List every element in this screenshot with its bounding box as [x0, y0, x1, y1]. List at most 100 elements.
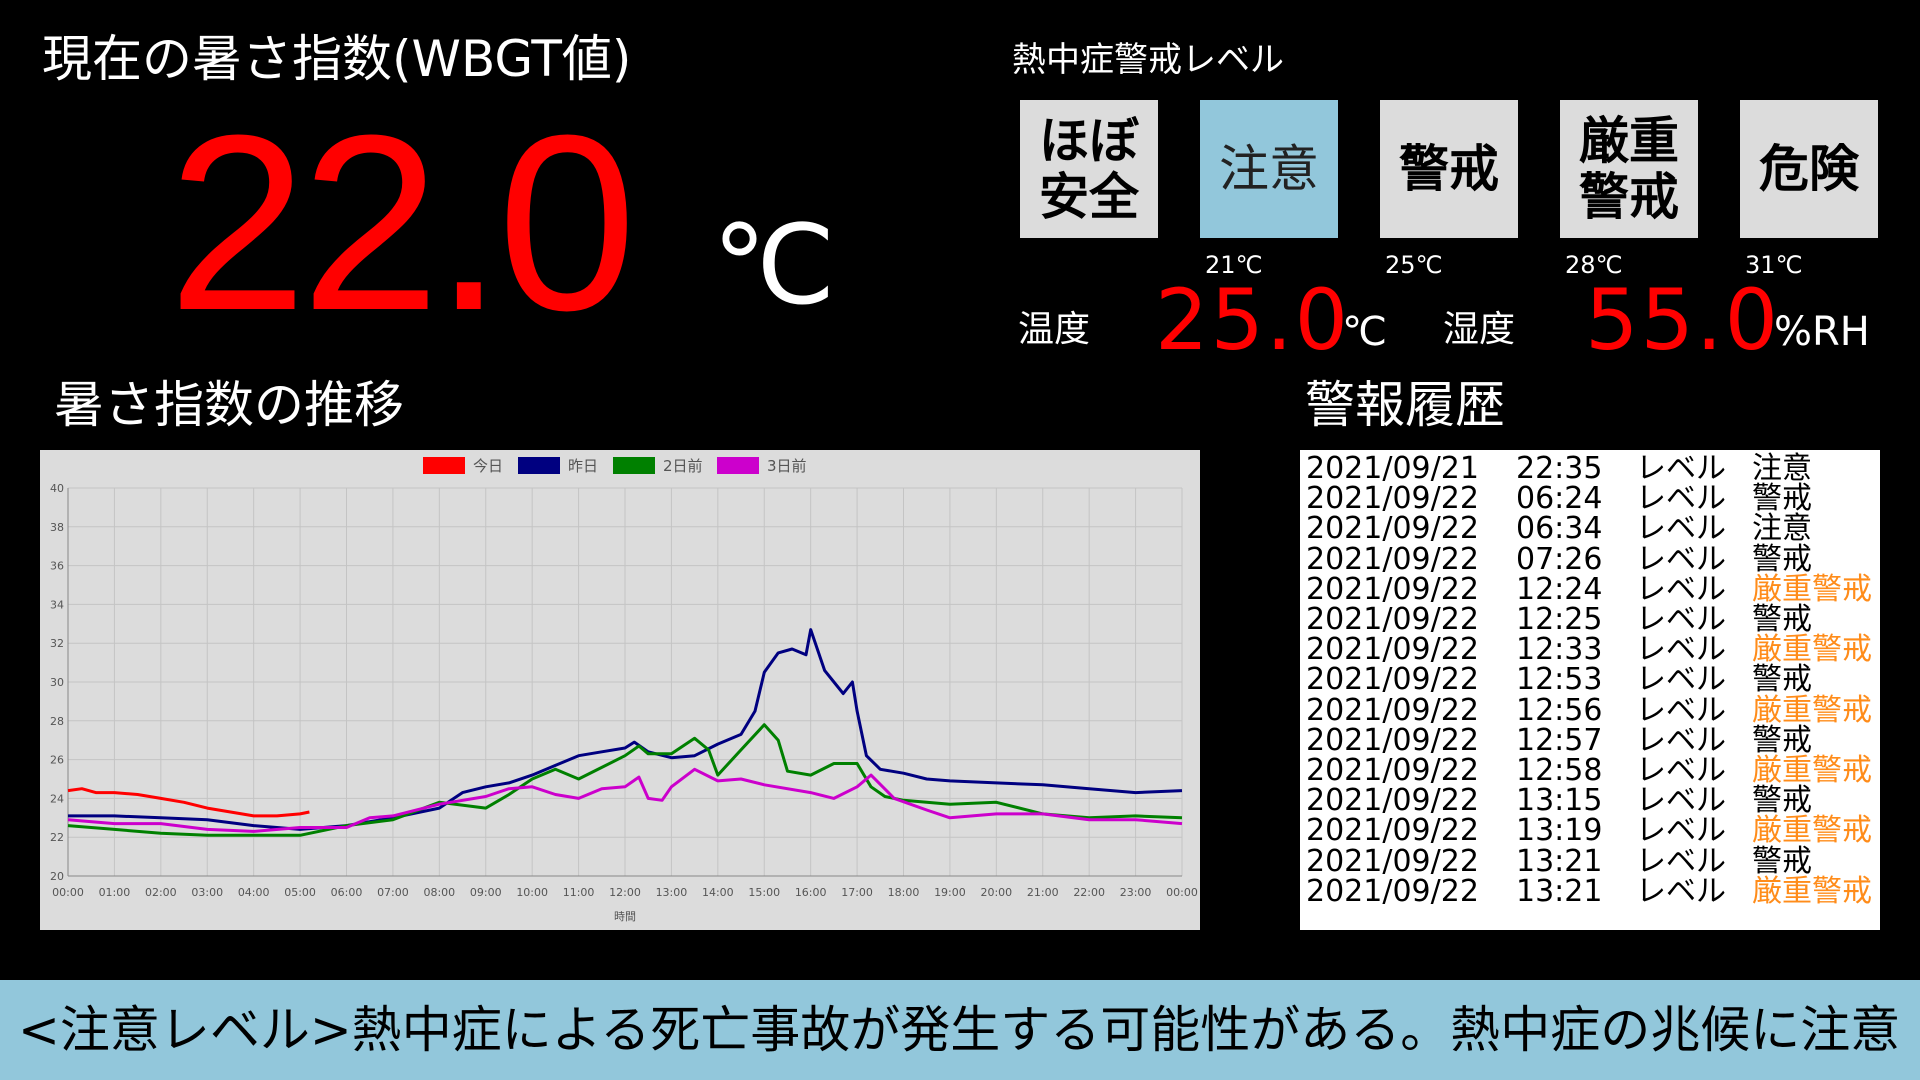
history-date: 2021/09/22 — [1306, 602, 1479, 637]
y-tick-label: 32 — [50, 637, 64, 650]
history-level-value: 警戒 — [1752, 541, 1812, 577]
history-level-label: レベル — [1636, 571, 1726, 607]
banner-text: <注意レベル>熱中症による死亡事故が発生する可能性がある。熱中症の兆候に注意 — [18, 1001, 1901, 1059]
x-tick-label: 22:00 — [1073, 886, 1105, 899]
x-tick-label: 16:00 — [795, 886, 827, 899]
y-tick-label: 26 — [50, 754, 64, 767]
legend-label: 昨日 — [568, 457, 598, 475]
x-tick-label: 05:00 — [284, 886, 316, 899]
history-level-label: レベル — [1636, 632, 1726, 668]
history-date: 2021/09/22 — [1306, 692, 1479, 728]
legend-label: 3日前 — [767, 457, 807, 475]
legend-swatch — [613, 457, 655, 474]
threshold-label: 21℃ — [1205, 251, 1263, 279]
y-tick-label: 40 — [50, 482, 64, 495]
x-tick-label: 04:00 — [238, 886, 270, 899]
history-date: 2021/09/22 — [1306, 783, 1479, 819]
history-time: 13:21 — [1516, 873, 1603, 909]
history-level-value: 警戒 — [1752, 783, 1812, 819]
alert-history-list: 2021/09/21 22:35 レベル 注意 2021/09/22 06:24 レベル 警戒… — [1300, 450, 1880, 930]
history-date: 2021/09/22 — [1306, 722, 1479, 758]
threshold-label: 31℃ — [1745, 251, 1803, 279]
wbgt-unit: ℃ — [712, 201, 836, 329]
history-date: 2021/09/22 — [1306, 813, 1479, 849]
history-level-value: 厳重警戒 — [1752, 813, 1872, 849]
history-time: 06:34 — [1516, 511, 1603, 547]
history-date: 2021/09/22 — [1306, 571, 1479, 607]
level-box-warning: 警戒 — [1380, 100, 1518, 238]
history-level-value: 警戒 — [1752, 722, 1812, 758]
x-tick-label: 03:00 — [191, 886, 223, 899]
y-tick-label: 34 — [50, 598, 64, 611]
x-tick-label: 10:00 — [516, 886, 548, 899]
y-tick-label: 28 — [50, 715, 64, 728]
x-tick-label: 07:00 — [377, 886, 409, 899]
x-tick-label: 02:00 — [145, 886, 177, 899]
threshold-label: 28℃ — [1565, 251, 1623, 279]
history-date: 2021/09/22 — [1306, 541, 1479, 577]
y-tick-label: 38 — [50, 521, 64, 534]
history-time: 22:35 — [1516, 451, 1603, 486]
history-time: 12:58 — [1516, 753, 1603, 788]
history-level-label: レベル — [1636, 722, 1726, 758]
history-level-value: 警戒 — [1752, 481, 1812, 517]
history-level-value: 厳重警戒 — [1752, 753, 1872, 788]
history-title: 警報履歴 — [1305, 376, 1505, 434]
status-banner: <注意レベル>熱中症による死亡事故が発生する可能性がある。熱中症の兆候に注意 — [0, 980, 1920, 1080]
page-title: 現在の暑さ指数(WBGT値) — [42, 30, 632, 88]
history-time: 12:25 — [1516, 602, 1603, 637]
history-level-label: レベル — [1636, 451, 1726, 486]
temperature-unit: ℃ — [1342, 309, 1387, 355]
history-time: 12:24 — [1516, 571, 1603, 607]
history-date: 2021/09/22 — [1306, 662, 1479, 698]
history-date: 2021/09/22 — [1306, 481, 1479, 517]
humidity-unit: %RH — [1774, 309, 1870, 355]
x-tick-label: 06:00 — [331, 886, 363, 899]
level-box-caution: 注意 — [1200, 100, 1338, 238]
x-tick-label: 23:00 — [1120, 886, 1152, 899]
history-level-label: レベル — [1636, 813, 1726, 849]
y-tick-label: 20 — [50, 870, 64, 883]
history-date: 2021/09/22 — [1306, 753, 1479, 788]
history-level-label: レベル — [1636, 481, 1726, 517]
history-level-value: 警戒 — [1752, 843, 1812, 879]
x-tick-label: 14:00 — [702, 886, 734, 899]
y-tick-label: 30 — [50, 676, 64, 689]
x-tick-label: 08:00 — [423, 886, 455, 899]
humidity-value: 55.0 — [1585, 271, 1781, 369]
history-time: 12:56 — [1516, 692, 1603, 728]
legend-label: 今日 — [473, 457, 503, 475]
x-tick-label: 13:00 — [656, 886, 688, 899]
history-date: 2021/09/22 — [1306, 843, 1479, 879]
history-level-value: 警戒 — [1752, 602, 1812, 637]
history-level-value: 警戒 — [1752, 662, 1812, 698]
history-level-label: レベル — [1636, 662, 1726, 698]
history-time: 06:24 — [1516, 481, 1603, 517]
x-tick-label: 19:00 — [934, 886, 966, 899]
series-line-0 — [67, 787, 310, 818]
history-level-label: レベル — [1636, 511, 1726, 547]
temperature-value: 25.0 — [1155, 271, 1351, 369]
x-tick-label: 15:00 — [748, 886, 780, 899]
legend-label: 2日前 — [663, 457, 703, 475]
trend-title: 暑さ指数の推移 — [54, 376, 404, 434]
temperature-label: 温度 — [1018, 309, 1091, 350]
x-tick-label: 09:00 — [470, 886, 502, 899]
x-tick-label: 00:00 — [1166, 886, 1198, 899]
x-tick-label: 17:00 — [841, 886, 873, 899]
level-box-danger: 危険 — [1740, 100, 1878, 238]
history-time: 07:26 — [1516, 541, 1603, 577]
series-line-3 — [67, 767, 1183, 833]
history-date: 2021/09/22 — [1306, 632, 1479, 668]
history-level-label: レベル — [1636, 783, 1726, 819]
y-tick-label: 36 — [50, 560, 64, 573]
history-time: 13:21 — [1516, 843, 1603, 879]
x-tick-label: 20:00 — [980, 886, 1012, 899]
wbgt-trend-chart: 20 22 24 26 28 30 32 34 36 38 40 00:00 01:00 02:00 03:… — [40, 450, 1200, 930]
wbgt-value: 22.0 — [168, 83, 637, 362]
legend-swatch — [518, 457, 560, 474]
x-tick-label: 12:00 — [609, 886, 641, 899]
history-level-value: 注意 — [1752, 451, 1812, 486]
level-box-severe-warning: 厳重 警戒 — [1560, 100, 1698, 238]
history-date: 2021/09/22 — [1306, 511, 1479, 547]
